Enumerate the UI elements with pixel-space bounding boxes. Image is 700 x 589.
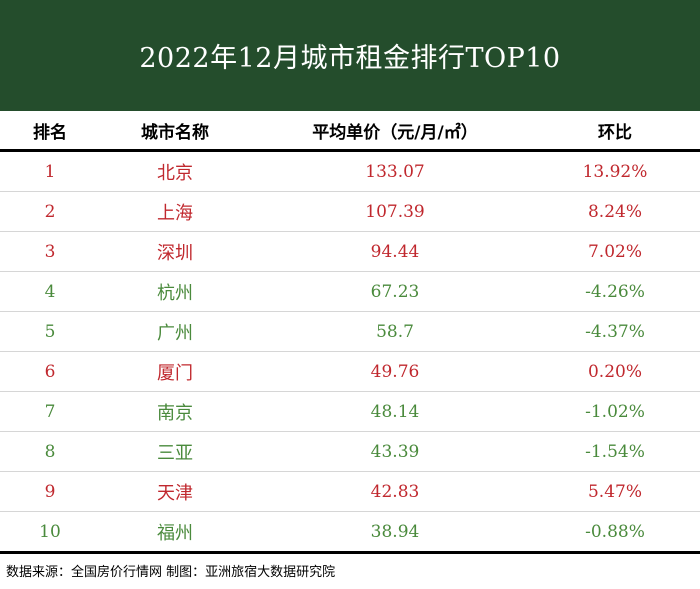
price-cell: 48.14 (370, 401, 420, 422)
rank-cell: 10 (39, 521, 61, 542)
page-title: 2022年12月城市租金排行TOP10 (0, 0, 700, 111)
rank-cell: 8 (44, 441, 56, 462)
table-row: 9 天津 42.83 5.47% (0, 472, 700, 512)
header-change: 环比 (598, 122, 632, 143)
table-row: 10 福州 38.94 -0.88% (0, 512, 700, 552)
table-body: 1 北京 133.07 13.92% 2 上海 107.39 8.24% 3 深… (0, 152, 700, 552)
city-cell: 三亚 (157, 442, 193, 464)
price-cell: 58.7 (376, 321, 414, 342)
header-rank: 排名 (33, 122, 67, 143)
price-cell: 94.44 (370, 241, 420, 262)
header-price: 平均单价（元/月/㎡） (312, 122, 478, 143)
table-row: 7 南京 48.14 -1.02% (0, 392, 700, 432)
city-cell: 广州 (157, 322, 193, 344)
price-cell: 49.76 (370, 361, 420, 382)
rank-cell: 4 (44, 281, 56, 302)
table-row: 1 北京 133.07 13.92% (0, 152, 700, 192)
footer-rule (0, 551, 700, 554)
change-cell: -4.37% (585, 321, 645, 342)
table-row: 5 广州 58.7 -4.37% (0, 312, 700, 352)
city-cell: 南京 (157, 402, 193, 424)
rank-cell: 3 (44, 241, 56, 262)
price-cell: 67.23 (370, 281, 420, 302)
city-cell: 深圳 (157, 242, 193, 264)
price-cell: 38.94 (370, 521, 420, 542)
change-cell: -0.88% (585, 521, 645, 542)
change-cell: 7.02% (587, 241, 642, 262)
source-note: 数据来源：全国房价行情网 制图：亚洲旅宿大数据研究院 (6, 565, 336, 580)
change-cell: 8.24% (587, 201, 642, 222)
change-cell: -4.26% (585, 281, 645, 302)
change-cell: 0.20% (587, 361, 642, 382)
price-cell: 107.39 (365, 201, 425, 222)
price-cell: 42.83 (370, 481, 420, 502)
table-row: 2 上海 107.39 8.24% (0, 192, 700, 232)
city-cell: 杭州 (157, 282, 193, 304)
table-header: 排名 城市名称 平均单价（元/月/㎡） 环比 (0, 111, 700, 149)
price-cell: 133.07 (365, 161, 425, 182)
table-row: 3 深圳 94.44 7.02% (0, 232, 700, 272)
change-cell: -1.54% (585, 441, 645, 462)
price-cell: 43.39 (370, 441, 420, 462)
rank-cell: 1 (44, 161, 56, 182)
change-cell: -1.02% (585, 401, 645, 422)
table-row: 6 厦门 49.76 0.20% (0, 352, 700, 392)
city-cell: 厦门 (157, 362, 193, 384)
rank-cell: 2 (44, 201, 56, 222)
city-cell: 北京 (157, 162, 193, 184)
table-row: 8 三亚 43.39 -1.54% (0, 432, 700, 472)
rank-cell: 9 (44, 481, 56, 502)
rank-cell: 5 (44, 321, 56, 342)
city-cell: 天津 (157, 482, 193, 504)
rank-cell: 7 (44, 401, 56, 422)
rank-cell: 6 (44, 361, 56, 382)
table-row: 4 杭州 67.23 -4.26% (0, 272, 700, 312)
header-city: 城市名称 (141, 122, 209, 143)
city-cell: 上海 (157, 202, 193, 224)
header-rule (0, 149, 700, 152)
change-cell: 5.47% (587, 481, 642, 502)
change-cell: 13.92% (582, 161, 648, 182)
city-cell: 福州 (157, 522, 193, 544)
